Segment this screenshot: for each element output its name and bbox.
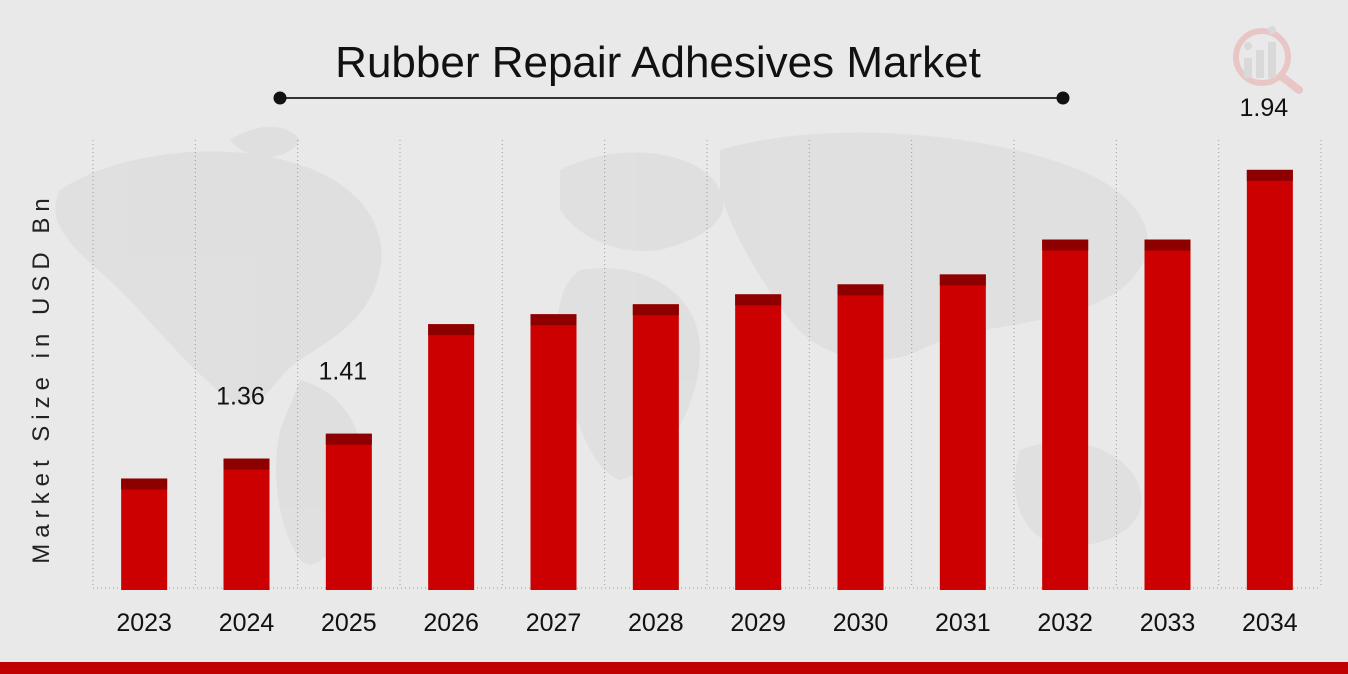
x-tick-label: 2029 xyxy=(730,609,786,637)
bar xyxy=(530,314,577,590)
x-tick-label: 2025 xyxy=(321,609,377,637)
title-underline-dot-right xyxy=(1056,91,1070,105)
bar-2026 xyxy=(428,324,475,590)
bar-2024 xyxy=(223,458,270,590)
bar-cap xyxy=(428,324,475,336)
x-tick-label: 2023 xyxy=(116,609,172,637)
x-tick-label: 2034 xyxy=(1242,609,1298,637)
bar-cap xyxy=(837,284,884,296)
title-underline xyxy=(273,91,1070,105)
bar-2030 xyxy=(837,284,884,590)
bar-2023 xyxy=(121,478,168,590)
bar-cap xyxy=(735,294,782,306)
bar-2032 xyxy=(1042,239,1089,591)
bar xyxy=(632,304,679,590)
bar xyxy=(325,433,372,590)
bar-2033 xyxy=(1144,239,1191,591)
bar xyxy=(939,274,986,590)
bar-cap xyxy=(121,478,168,490)
x-tick-label: 2030 xyxy=(833,609,889,637)
bar xyxy=(1144,239,1191,591)
x-tick-label: 2026 xyxy=(423,609,479,637)
bar xyxy=(428,324,475,590)
x-tick-label: 2031 xyxy=(935,609,991,637)
bar xyxy=(837,284,884,590)
x-tick-label: 2028 xyxy=(628,609,684,637)
data-label: 1.41 xyxy=(318,358,367,386)
bar xyxy=(735,294,782,590)
bar-cap xyxy=(632,304,679,316)
gridlines xyxy=(92,140,1322,589)
bar xyxy=(121,478,168,590)
bar-2034 xyxy=(1246,169,1293,590)
magnifier-chart-logo-icon xyxy=(1233,26,1303,94)
x-tick-label: 2027 xyxy=(526,609,582,637)
bar-cap xyxy=(1246,169,1293,181)
bar-cap xyxy=(530,314,577,326)
bar-cap xyxy=(223,458,270,470)
y-axis-label: Market Size in USD Bn xyxy=(28,192,55,564)
bar-cap xyxy=(939,274,986,286)
bar xyxy=(223,458,270,590)
data-label: 1.36 xyxy=(216,383,265,411)
bar-2025 xyxy=(325,433,372,590)
bar-2028 xyxy=(632,304,679,590)
x-tick-label: 2033 xyxy=(1140,609,1196,637)
bars xyxy=(121,169,1293,591)
bar xyxy=(1246,169,1293,590)
bottom-accent-bar xyxy=(0,662,1348,674)
title-underline-dot-left xyxy=(273,91,287,105)
x-tick-label: 2032 xyxy=(1037,609,1093,637)
bar-cap xyxy=(1144,239,1191,251)
bar-2029 xyxy=(735,294,782,590)
bar-cap xyxy=(1042,239,1089,251)
bar-2031 xyxy=(939,274,986,590)
data-labels: 1.36 1.41 1.94 xyxy=(216,94,1288,411)
data-label: 1.94 xyxy=(1239,94,1288,122)
x-tick-label: 2024 xyxy=(219,609,275,637)
bar-2027 xyxy=(530,314,577,590)
bar-cap xyxy=(325,433,372,445)
chart-title: Rubber Repair Adhesives Market xyxy=(335,38,981,87)
x-tick-labels: 2023 2024 2025 2026 2027 2028 2029 2030 2031 2032… xyxy=(116,609,1297,637)
bar xyxy=(1042,239,1089,591)
